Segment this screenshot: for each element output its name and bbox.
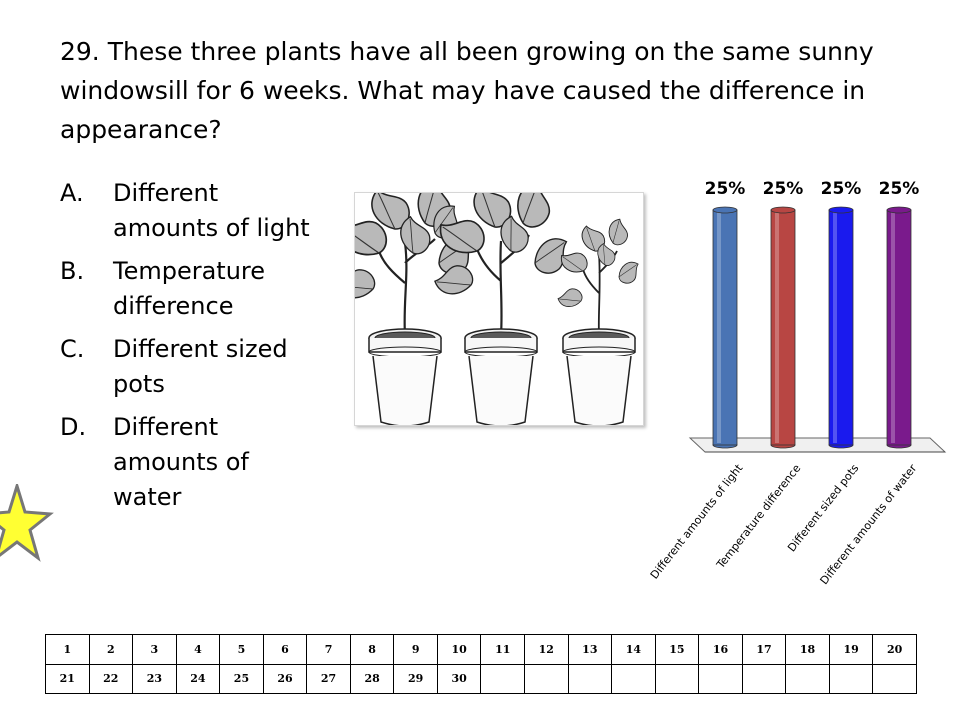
answer-text: Different amounts of water <box>113 413 249 511</box>
grid-cell[interactable] <box>480 663 526 694</box>
answer-list: A. Different amounts of light B. Tempera… <box>60 176 310 523</box>
grid-cell[interactable]: 21 <box>45 663 90 694</box>
grid-cell[interactable]: 16 <box>698 634 743 665</box>
answer-text: Different amounts of light <box>113 179 310 242</box>
answer-text: Different sized pots <box>113 335 288 398</box>
grid-cell[interactable]: 17 <box>741 634 787 665</box>
chart-bar <box>712 206 738 449</box>
grid-row: 21 22 23 24 25 26 27 28 29 30 <box>45 663 917 694</box>
chart-category-label: Different amounts of water <box>818 461 920 587</box>
grid-cell[interactable]: 1 <box>45 634 90 665</box>
grid-cell[interactable]: 18 <box>785 634 830 665</box>
grid-cell[interactable] <box>828 663 874 694</box>
grid-cell[interactable]: 4 <box>175 634 221 665</box>
grid-cell[interactable]: 2 <box>88 634 134 665</box>
grid-cell[interactable]: 15 <box>654 634 700 665</box>
grid-cell[interactable]: 30 <box>436 663 482 694</box>
grid-cell[interactable]: 3 <box>132 634 177 665</box>
plant-2 <box>431 193 576 425</box>
plants-illustration <box>354 192 644 426</box>
grid-row: 1 2 3 4 5 6 7 8 9 10 11 12 13 14 15 16 17 18 19 20 <box>45 634 917 665</box>
potted-plants-icon <box>355 193 643 425</box>
chart-value-label: 25% <box>763 179 804 199</box>
grid-cell[interactable]: 20 <box>872 634 917 665</box>
grid-cell[interactable]: 11 <box>480 634 526 665</box>
grid-cell[interactable]: 25 <box>219 663 264 694</box>
chart-value-label: 25% <box>879 179 920 199</box>
chart-value-label: 25% <box>821 179 862 199</box>
answer-letter: D. <box>60 413 87 441</box>
question-text: 29. These three plants have all been gro… <box>60 37 874 144</box>
answer-a[interactable]: A. Different amounts of light <box>60 176 310 246</box>
chart-bar <box>770 206 796 449</box>
chart-category-label: Temperature difference <box>713 462 803 572</box>
grid-cell[interactable]: 19 <box>828 634 874 665</box>
grid-cell[interactable] <box>741 663 787 694</box>
grid-cell[interactable] <box>567 663 613 694</box>
grid-cell[interactable]: 9 <box>393 634 438 665</box>
answer-b[interactable]: B. Temperature difference <box>60 254 310 324</box>
grid-cell[interactable]: 22 <box>88 663 134 694</box>
chart-bar <box>886 206 912 449</box>
answer-letter: B. <box>60 257 85 285</box>
grid-cell[interactable]: 29 <box>393 663 438 694</box>
answer-c[interactable]: C. Different sized pots <box>60 332 310 402</box>
chart-category-label: Different sized pots <box>785 462 861 555</box>
grid-cell[interactable] <box>654 663 700 694</box>
answer-letter: A. <box>60 179 84 207</box>
chart-category-label: Different amounts of light <box>648 461 746 581</box>
grid-cell[interactable]: 10 <box>436 634 482 665</box>
answer-d[interactable]: D. Different amounts of water <box>60 410 310 515</box>
grid-cell[interactable]: 5 <box>219 634 264 665</box>
grid-cell[interactable]: 14 <box>611 634 656 665</box>
chart-bar <box>828 206 854 449</box>
answer-text: Temperature difference <box>113 257 266 320</box>
grid-cell[interactable] <box>872 663 917 694</box>
grid-cell[interactable]: 13 <box>567 634 613 665</box>
grid-cell[interactable]: 8 <box>349 634 395 665</box>
grid-cell[interactable] <box>524 663 569 694</box>
grid-cell[interactable]: 27 <box>306 663 351 694</box>
star-icon <box>0 484 54 562</box>
plant-1 <box>355 193 482 425</box>
grid-cell[interactable] <box>611 663 656 694</box>
chart-floor <box>688 437 947 453</box>
grid-cell[interactable] <box>698 663 743 694</box>
response-grid: 1 2 3 4 5 6 7 8 9 10 11 12 13 14 15 16 17 18 19 20 21 22 23 24 2… <box>45 634 917 694</box>
grid-cell[interactable]: 26 <box>262 663 308 694</box>
grid-cell[interactable]: 28 <box>349 663 395 694</box>
grid-cell[interactable]: 6 <box>262 634 308 665</box>
grid-cell[interactable]: 24 <box>175 663 221 694</box>
grid-cell[interactable] <box>785 663 830 694</box>
grid-cell[interactable]: 23 <box>132 663 177 694</box>
chart-value-label: 25% <box>705 179 746 199</box>
grid-cell[interactable]: 7 <box>306 634 351 665</box>
grid-cell[interactable]: 12 <box>524 634 569 665</box>
answer-letter: C. <box>60 335 85 363</box>
plant-3 <box>556 216 643 425</box>
